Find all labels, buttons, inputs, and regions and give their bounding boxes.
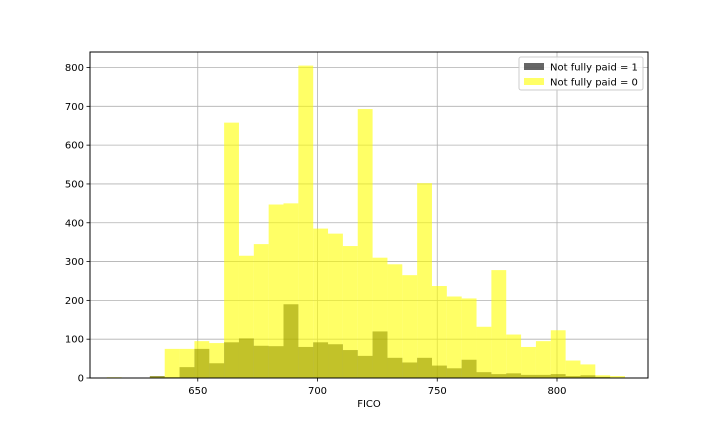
histogram-bar-series-2	[521, 346, 536, 378]
histogram-bars	[106, 65, 626, 379]
histogram-bar-series-2	[580, 364, 596, 378]
histogram-bar-series-2	[164, 348, 180, 378]
x-axis-label: FICO	[357, 399, 381, 410]
histogram-bar-series-2	[224, 122, 239, 378]
histogram-bar-series-2	[283, 203, 299, 378]
histogram-bar-series-2	[342, 246, 358, 378]
histogram-bar-series-2	[357, 109, 373, 379]
histogram-bar-series-2	[461, 298, 477, 378]
y-tick-label: 700	[65, 102, 84, 113]
histogram-bar-series-2	[610, 376, 626, 378]
histogram-bar-series-2	[298, 65, 314, 378]
y-tick-label: 0	[78, 374, 84, 385]
legend-label: Not fully paid = 1	[550, 63, 638, 74]
x-tick-label: 750	[428, 386, 447, 397]
histogram-bar-series-2	[491, 270, 507, 378]
histogram-bar-series-2	[535, 341, 551, 378]
x-tick-label: 700	[308, 386, 327, 397]
legend-box	[518, 56, 644, 91]
histogram-bar-series-2	[149, 376, 165, 378]
axis-ticks: 650 700 750 800 0 100 200 300 400 500 600 700 800	[65, 63, 567, 397]
y-tick-label: 200	[65, 296, 84, 307]
histogram-bar-series-2	[446, 296, 462, 378]
histogram-bar-series-2	[179, 348, 195, 378]
x-tick-label: 650	[188, 386, 207, 397]
legend-label: Not fully paid = 0	[550, 78, 638, 89]
y-tick-label: 500	[65, 179, 84, 190]
histogram-bar-series-2	[268, 204, 284, 378]
histogram-bar-series-2	[387, 264, 403, 378]
legend: Not fully paid = 1 Not fully paid = 0	[518, 56, 644, 91]
histogram-bar-series-2	[476, 326, 492, 378]
histogram-bar-series-2	[402, 275, 418, 378]
y-tick-label: 400	[65, 218, 84, 229]
histogram-bar-series-2	[417, 183, 432, 378]
histogram-bar-series-2	[253, 244, 269, 378]
legend-swatch	[524, 63, 544, 70]
histogram-bar-series-2	[313, 228, 329, 378]
x-tick-label: 800	[547, 386, 566, 397]
histogram-bar-series-2	[595, 375, 611, 378]
y-tick-label: 600	[65, 141, 84, 152]
histogram-bar-series-2	[194, 341, 210, 378]
histogram-bar-series-2	[328, 233, 343, 378]
y-tick-label: 100	[65, 335, 84, 346]
legend-swatch	[524, 78, 544, 85]
y-tick-label: 300	[65, 257, 84, 268]
histogram-bar-series-2	[431, 286, 447, 378]
histogram-bar-series-2	[372, 257, 388, 378]
histogram-bar-series-2	[506, 334, 522, 378]
histogram-bar-series-2	[565, 360, 581, 378]
histogram-bar-series-2	[238, 255, 254, 378]
plot-frame	[89, 51, 649, 379]
y-tick-label: 800	[65, 63, 84, 74]
histogram-bar-series-2	[209, 343, 225, 378]
histogram-bar-series-2	[550, 330, 566, 378]
